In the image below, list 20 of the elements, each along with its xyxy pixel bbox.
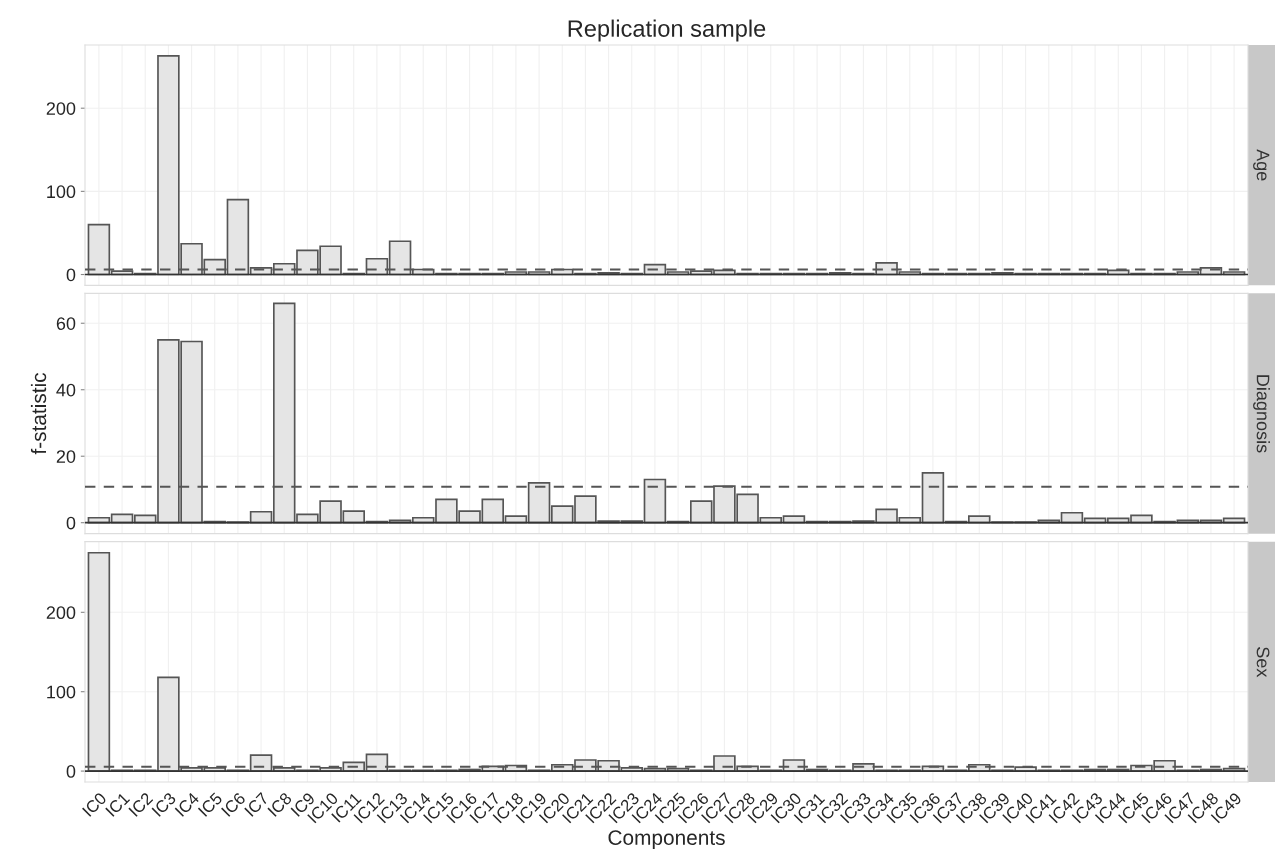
text: Diagnosis bbox=[1253, 375, 1270, 453]
y-tick-label: 0 bbox=[66, 516, 76, 530]
text: Age bbox=[1253, 149, 1270, 181]
y-tick-label: 40 bbox=[56, 383, 76, 397]
y-tick-label: 60 bbox=[56, 317, 76, 330]
x-tick-label: IC2 bbox=[128, 791, 154, 817]
text: Sex bbox=[1256, 647, 1270, 678]
y-tick-label: 100 bbox=[47, 685, 76, 699]
y-tick-label: 200 bbox=[46, 102, 76, 115]
x-tick-label: IC1 bbox=[105, 791, 131, 817]
y-tick-label: 20 bbox=[56, 450, 76, 463]
y-tick-label: 200 bbox=[46, 606, 76, 620]
y-tick-label: 100 bbox=[47, 185, 76, 199]
chart-title: Replication sample bbox=[568, 19, 766, 42]
y-tick-label: 0 bbox=[66, 268, 76, 282]
x-tick-label: IC5 bbox=[197, 791, 223, 817]
y-tick-label: 0 bbox=[66, 765, 76, 778]
x-tick-label: IC4 bbox=[174, 791, 200, 817]
x-axis-title: Components bbox=[608, 830, 725, 850]
y-axis-title: f-statistic bbox=[30, 372, 47, 455]
